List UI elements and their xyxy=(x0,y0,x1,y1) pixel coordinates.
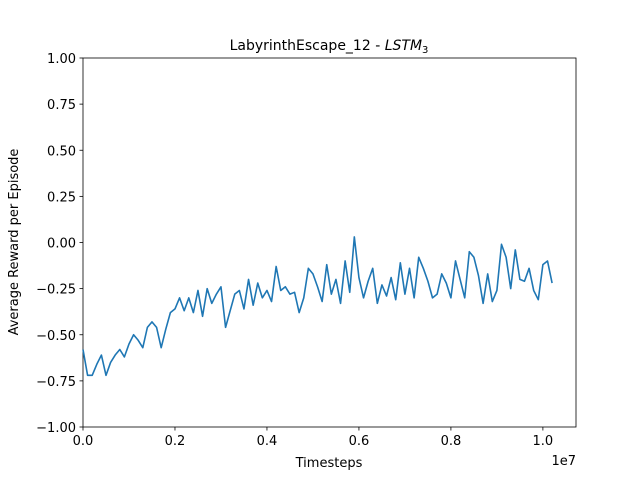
y-tick-label: 0.75 xyxy=(47,98,76,113)
x-tick-label: 1.0 xyxy=(533,434,554,449)
chart-title: LabyrinthEscape_12 - LSTM3 xyxy=(230,38,429,56)
y-tick-label: −1.00 xyxy=(36,421,76,436)
title-text: LabyrinthEscape_12 - xyxy=(230,38,385,54)
y-tick-label: 0.00 xyxy=(47,237,76,252)
x-tick-label: 0.0 xyxy=(73,434,94,449)
x-tick-label: 0.4 xyxy=(257,434,278,449)
y-tick-label: −0.25 xyxy=(36,283,76,298)
y-tick-label: −0.50 xyxy=(36,329,76,344)
x-tick-label: 0.2 xyxy=(165,434,186,449)
x-tick-label: 0.8 xyxy=(441,434,462,449)
y-tick-label: −0.75 xyxy=(36,375,76,390)
x-axis-label: Timesteps xyxy=(295,456,363,471)
y-axis-label: Average Reward per Episode xyxy=(7,149,22,336)
title-math: LSTM xyxy=(385,38,422,54)
plot-frame xyxy=(82,57,577,428)
y-tick-label: 1.00 xyxy=(47,52,76,67)
title-subscript: 3 xyxy=(422,45,428,56)
data-line xyxy=(82,236,553,377)
x-tick-label: 0.6 xyxy=(349,434,370,449)
y-tick-label: 0.50 xyxy=(47,144,76,159)
x-offset-label: 1e7 xyxy=(551,454,576,469)
y-tick-label: 0.25 xyxy=(47,190,76,205)
